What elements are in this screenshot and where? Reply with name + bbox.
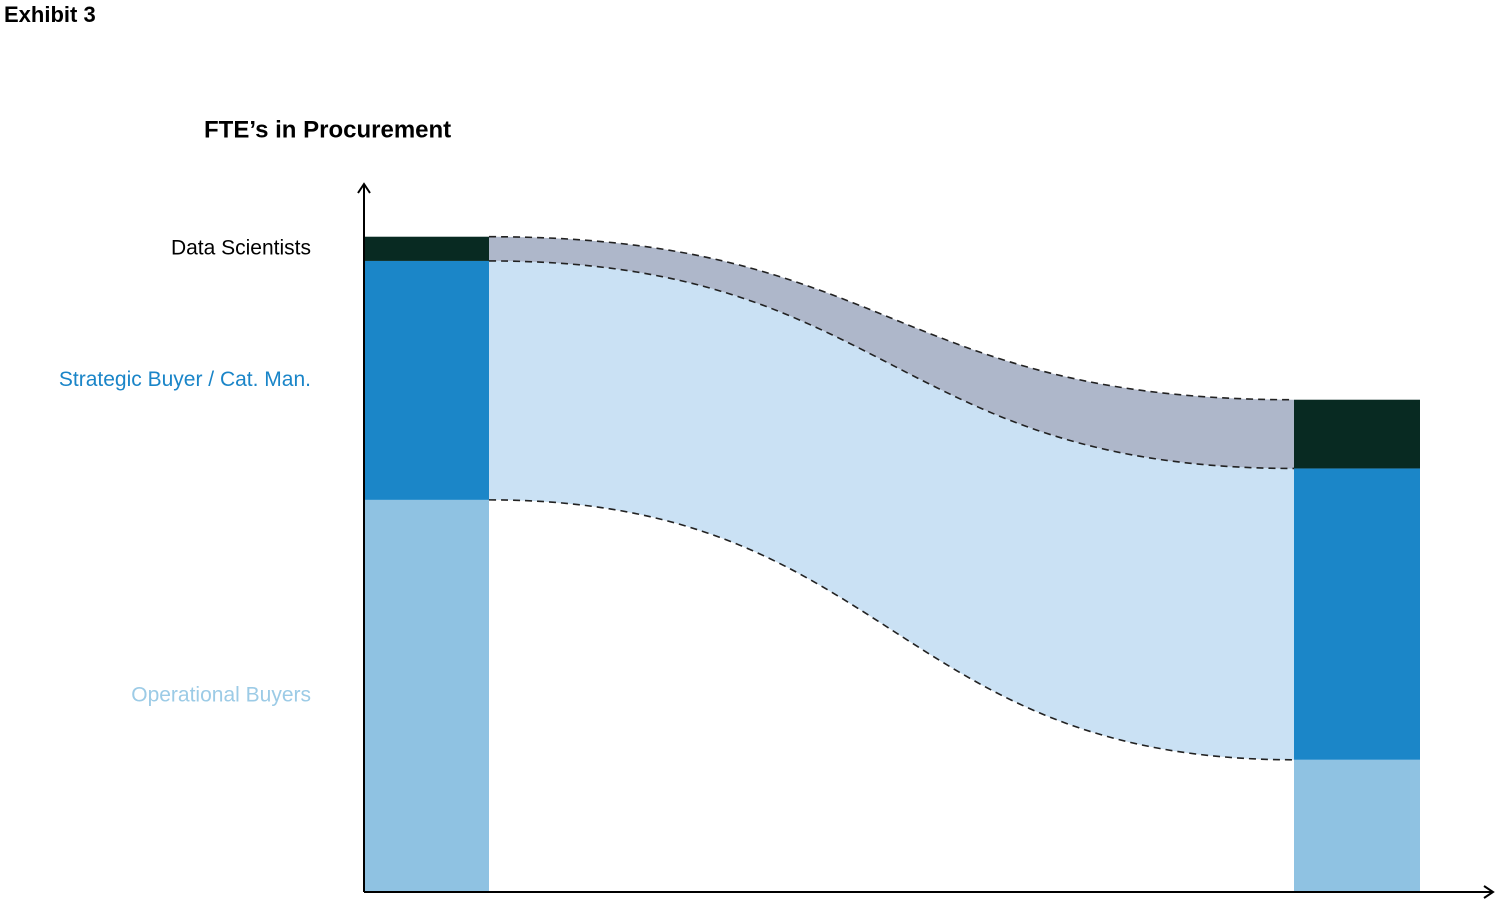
flow-boundary [488, 235, 1295, 401]
bar-segment [1294, 468, 1420, 760]
x-axis-arrow [1483, 885, 1495, 899]
bar-segment [365, 260, 489, 500]
bar-segment [365, 499, 489, 892]
bar-segment [365, 236, 489, 261]
series-label: Operational Buyers [131, 683, 311, 706]
bar-segment [1294, 759, 1420, 892]
axes [357, 182, 1495, 899]
flow-band [489, 236, 1294, 469]
y-axis-arrow [357, 182, 371, 194]
flow-band [489, 260, 1294, 760]
exhibit-label: Exhibit 3 [4, 2, 96, 27]
series-label: Data Scientists [171, 236, 311, 259]
series-label: Strategic Buyer / Cat. Man. [59, 368, 311, 391]
flow-boundary [488, 260, 1295, 470]
plot [365, 235, 1420, 892]
chart-title: FTE’s in Procurement [204, 116, 451, 143]
bar-segment [1294, 399, 1420, 469]
